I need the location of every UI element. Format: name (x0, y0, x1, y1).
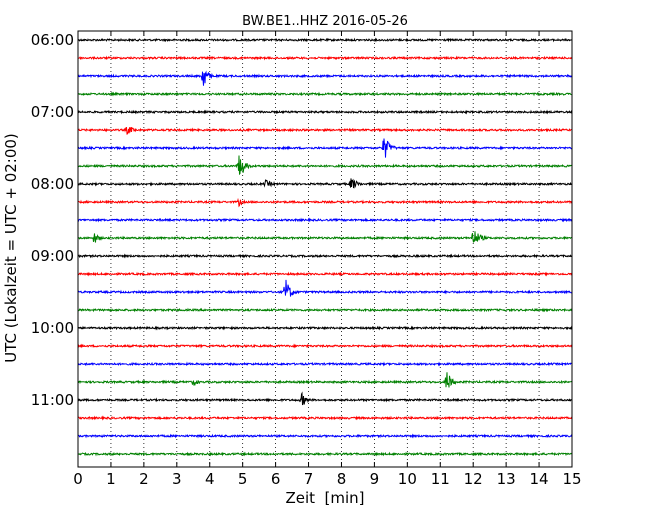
x-tick-label: 7 (304, 470, 314, 488)
seismic-trace (77, 231, 573, 243)
x-tick-label: 2 (139, 470, 149, 488)
x-tick-label: 9 (370, 470, 380, 488)
seismic-trace (77, 70, 573, 86)
x-tick-label: 8 (337, 470, 347, 488)
x-tick-label: 5 (238, 470, 248, 488)
grid-lines (110, 31, 540, 467)
y-tick-label: 11:00 (31, 391, 74, 409)
seismic-trace (77, 109, 573, 115)
seismic-trace (77, 138, 573, 158)
x-tick-label: 15 (562, 470, 581, 488)
y-tick-label: 08:00 (31, 175, 74, 193)
x-tick-label: 3 (172, 470, 182, 488)
seismic-trace (77, 361, 573, 367)
seismic-trace (77, 451, 573, 457)
seismic-trace (77, 178, 573, 189)
seismic-trace (77, 155, 573, 176)
x-tick-label: 14 (530, 470, 549, 488)
seismic-trace (77, 372, 573, 388)
seismic-trace (77, 325, 573, 331)
x-axis-label: Zeit [min] (285, 489, 364, 507)
x-axis-ticks: 0 1 2 3 4 5 6 7 8 9 10 11 12 13 14 15 (73, 31, 582, 488)
chart-title: BW.BE1..HHZ 2016-05-26 (242, 14, 408, 29)
x-tick-label: 6 (271, 470, 281, 488)
seismic-trace (77, 307, 573, 313)
seismic-trace (77, 271, 573, 277)
y-tick-label: 06:00 (31, 31, 74, 49)
seismic-trace (77, 55, 573, 61)
seismic-traces (77, 37, 573, 457)
seismic-trace (77, 343, 573, 349)
x-tick-label: 10 (398, 470, 417, 488)
x-tick-label: 13 (497, 470, 516, 488)
seismic-trace (77, 391, 573, 406)
seismic-trace (77, 126, 573, 135)
x-tick-label: 1 (106, 470, 116, 488)
seismic-trace (77, 415, 573, 421)
seismic-trace (77, 91, 573, 97)
x-tick-label: 12 (464, 470, 483, 488)
seismic-trace (77, 217, 573, 223)
y-tick-label: 07:00 (31, 103, 74, 121)
seismic-trace (77, 433, 573, 439)
x-tick-label: 0 (73, 470, 83, 488)
seismic-trace (77, 37, 573, 43)
y-tick-label: 10:00 (31, 319, 74, 337)
x-tick-label: 4 (205, 470, 215, 488)
plot-frame (77, 30, 573, 468)
seismic-trace (77, 253, 573, 259)
y-axis-ticks: 06:00 07:00 08:00 09:00 10:00 11:00 (31, 31, 572, 409)
seismic-trace (77, 197, 573, 208)
x-tick-label: 11 (431, 470, 450, 488)
y-tick-label: 09:00 (31, 247, 74, 265)
seismic-trace (77, 279, 573, 297)
y-axis-label: UTC (Lokalzeit = UTC + 02:00) (2, 133, 20, 363)
